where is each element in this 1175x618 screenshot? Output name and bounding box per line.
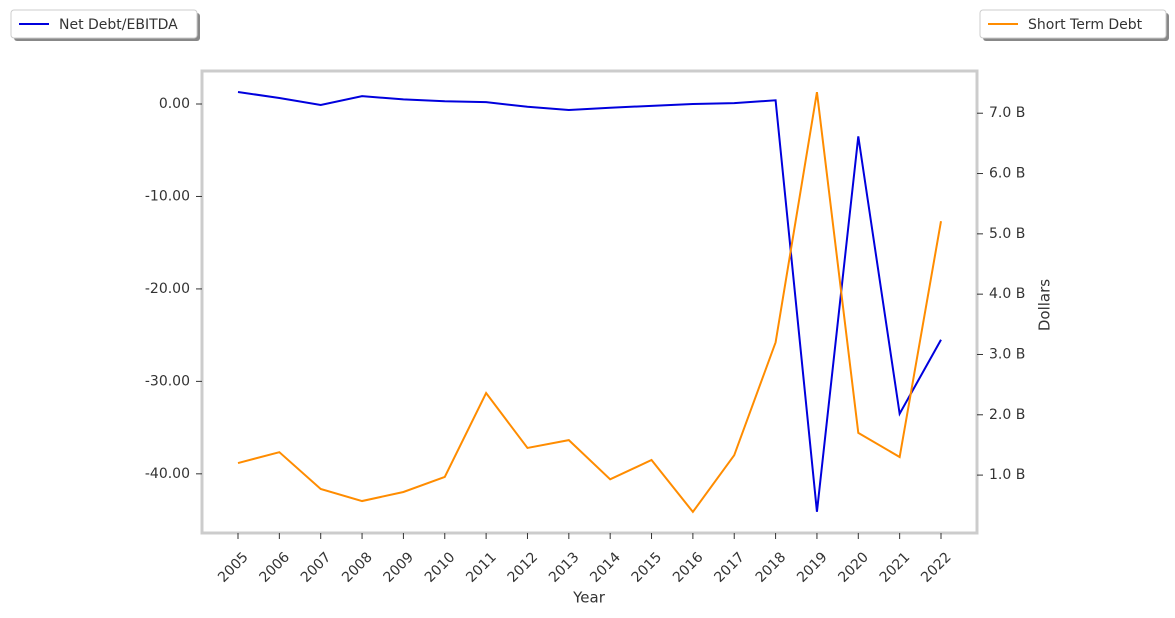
y2-tick-label: 3.0 B	[989, 346, 1025, 362]
y-tick-label: -20.00	[145, 281, 190, 297]
legend-label: Short Term Debt	[1028, 17, 1143, 33]
y-tick-label: -10.00	[145, 188, 190, 204]
series-line	[237, 91, 942, 514]
x-tick-label: 2009	[381, 549, 418, 586]
legend-box	[10, 9, 198, 39]
y-tick-label: -30.00	[145, 373, 190, 389]
y2-tick-label: 1.0 B	[989, 467, 1025, 483]
x-tick-label: 2017	[711, 549, 748, 586]
x-tick-label: 2022	[918, 549, 955, 586]
y2-tick-label: 6.0 B	[989, 166, 1025, 182]
x-tick-label: 2021	[877, 549, 914, 586]
y2-axis-title: Dollars	[1036, 279, 1054, 331]
y2-tick-label: 4.0 B	[989, 286, 1025, 302]
y2-tick-label: 2.0 B	[989, 407, 1025, 423]
x-tick-label: 2011	[463, 549, 500, 586]
x-tick-label: 2019	[794, 549, 831, 586]
x-tick-label: 2005	[215, 549, 252, 586]
legend-label: Net Debt/EBITDA	[59, 17, 178, 33]
y-tick-label: -40.00	[145, 466, 190, 482]
y2-tick-label: 7.0 B	[989, 105, 1025, 121]
y-tick-label: 0.00	[159, 96, 190, 112]
series-line	[237, 90, 942, 512]
x-tick-label: 2012	[505, 549, 542, 586]
x-axis-title: Year	[572, 589, 606, 607]
x-tick-label: 2013	[546, 549, 583, 586]
x-tick-label: 2014	[587, 549, 624, 586]
y2-tick-label: 5.0 B	[989, 226, 1025, 242]
x-tick-label: 2006	[256, 549, 293, 586]
x-tick-label: 2015	[629, 549, 666, 586]
x-tick-label: 2018	[753, 549, 790, 586]
x-tick-label: 2020	[835, 549, 872, 586]
legend: Short Term Debt	[979, 9, 1169, 41]
plot-frame	[200, 69, 979, 535]
x-tick-label: 2010	[422, 549, 459, 586]
legend: Net Debt/EBITDA	[10, 9, 200, 41]
x-tick-label: 2008	[339, 549, 376, 586]
x-tick-label: 2007	[298, 549, 335, 586]
legend-box	[979, 9, 1167, 39]
x-tick-label: 2016	[670, 549, 707, 586]
